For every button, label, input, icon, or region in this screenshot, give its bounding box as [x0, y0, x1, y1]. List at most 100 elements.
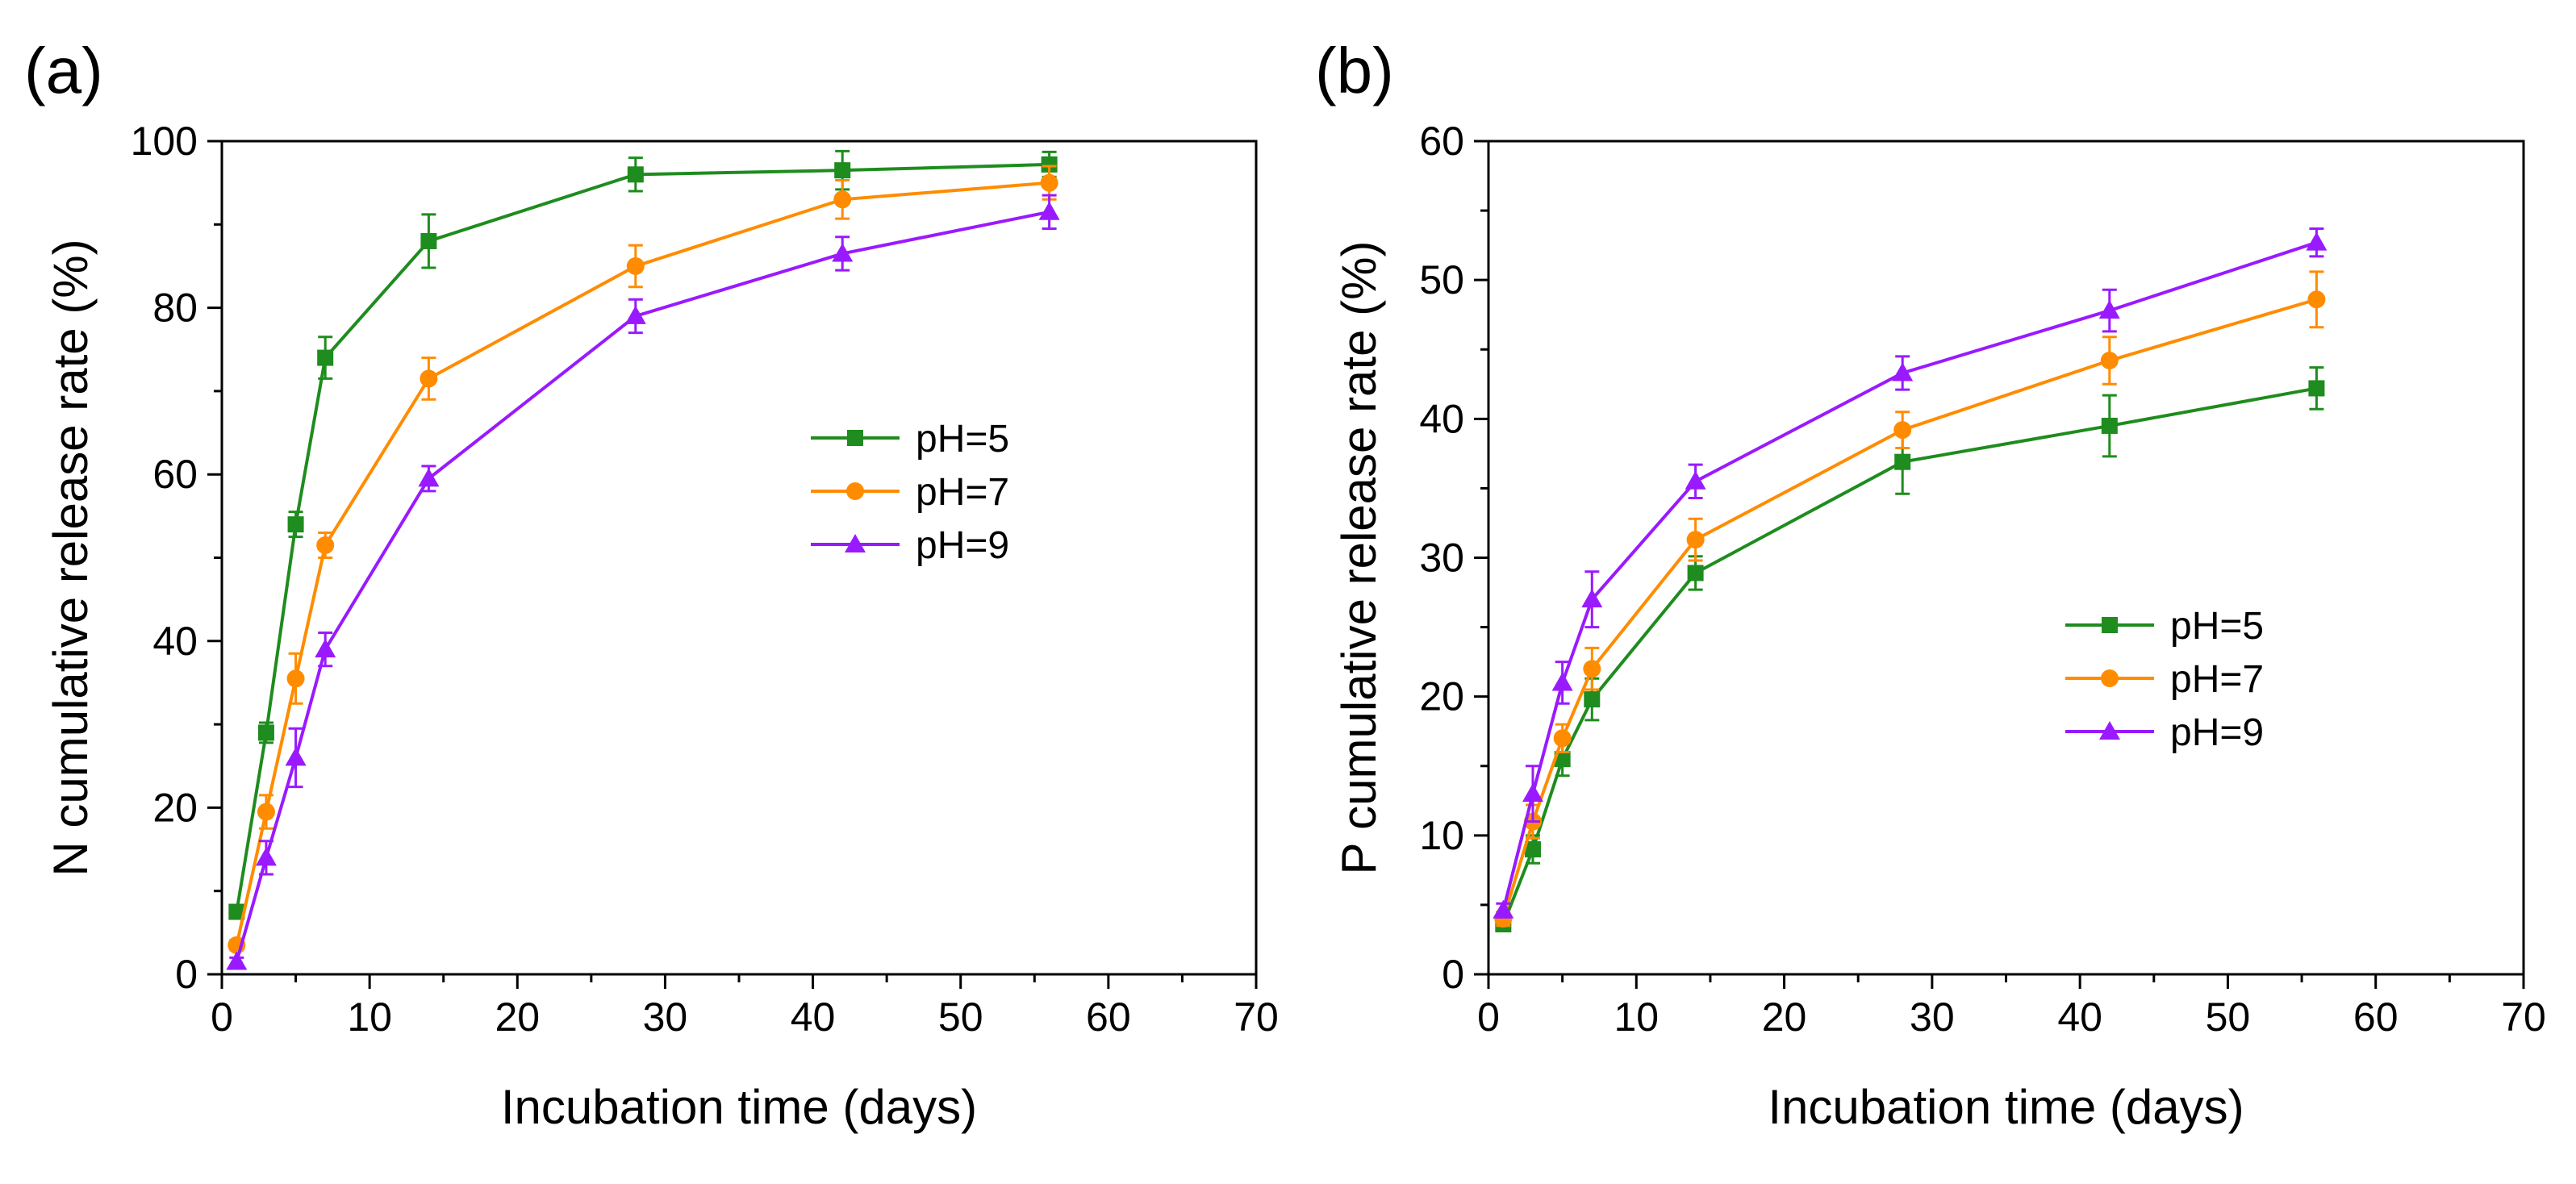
legend-label: pH=5 [2170, 605, 2264, 648]
data-point [257, 803, 275, 821]
data-point [1551, 672, 1573, 691]
y-axis-title: N cumulative release rate (%) [44, 239, 98, 876]
x-tick-label: 0 [211, 994, 233, 1040]
data-point [1553, 729, 1572, 748]
y-tick-label: 40 [1419, 396, 1464, 441]
data-point [833, 190, 852, 209]
legend-marker [846, 482, 864, 500]
x-tick-label: 10 [347, 994, 392, 1040]
legend-marker [845, 534, 866, 552]
data-point [1581, 589, 1603, 608]
legend: pH=5 pH=7 pH=9 [811, 418, 1009, 567]
data-point [315, 639, 336, 658]
data-point [255, 847, 277, 866]
x-tick-label: 0 [1477, 994, 1500, 1040]
x-tick-label: 30 [643, 994, 688, 1040]
x-tick-label: 50 [938, 994, 983, 1040]
data-point [1892, 362, 1914, 381]
data-point [1524, 841, 1541, 858]
x-tick-label: 20 [495, 994, 540, 1040]
data-point [228, 903, 245, 920]
data-point [1584, 691, 1601, 708]
data-point [316, 536, 335, 555]
data-point [2308, 380, 2325, 397]
data-point [420, 369, 438, 388]
y-tick-label: 10 [1419, 813, 1464, 858]
data-point [1583, 660, 1601, 678]
series-line [235, 162, 1050, 912]
data-point [2307, 290, 2326, 309]
data-point [2098, 300, 2120, 319]
data-point [418, 468, 440, 487]
data-point [1687, 565, 1704, 582]
y-tick-label: 20 [152, 785, 198, 830]
y-tick-label: 60 [1419, 119, 1464, 164]
data-point [1041, 156, 1058, 173]
y-tick-label: 80 [152, 286, 198, 331]
x-tick-label: 50 [2206, 994, 2251, 1040]
legend-label: pH=5 [916, 418, 1009, 461]
data-point [257, 724, 274, 741]
y-tick-label: 0 [175, 952, 198, 997]
data-point [1893, 421, 1912, 440]
data-point [1493, 899, 1514, 919]
data-point [2101, 417, 2118, 434]
legend-label: pH=7 [2170, 658, 2264, 701]
data-point [1522, 783, 1543, 803]
y-tick-label: 0 [1442, 952, 1464, 997]
x-tick-label: 60 [1086, 994, 1131, 1040]
series-line [235, 181, 1050, 946]
series-pH=5 [1495, 366, 2325, 933]
legend-marker [2099, 721, 2120, 740]
data-point [832, 243, 854, 262]
data-point [287, 516, 304, 533]
series-pH=9 [1493, 227, 2328, 919]
panel-label: (b) [1315, 35, 1394, 106]
series-pH=7 [228, 165, 1058, 954]
legend-marker [847, 430, 863, 446]
data-point [1686, 531, 1705, 549]
x-tick-label: 70 [2501, 994, 2546, 1040]
plot-frame [1487, 140, 2525, 976]
data-point [1685, 470, 1706, 490]
data-point [624, 305, 646, 324]
data-point [2306, 231, 2328, 251]
y-tick-label: 60 [152, 452, 198, 497]
legend-label: pH=9 [2170, 711, 2264, 754]
x-tick-label: 10 [1614, 994, 1659, 1040]
x-tick-label: 40 [791, 994, 836, 1040]
legend-marker [2102, 617, 2118, 633]
legend-marker [2101, 669, 2119, 687]
x-tick-label: 30 [1910, 994, 1955, 1040]
panel-b: (b) 0 10 20 30 40 50 60 70 0 10 20 30 40 50 60 Incubatio… [1315, 35, 2546, 1134]
series-pH=9 [226, 194, 1060, 970]
data-point [2100, 352, 2119, 370]
data-point [834, 162, 851, 179]
legend-label: pH=7 [916, 471, 1009, 514]
data-point [1894, 453, 1911, 470]
series-line [235, 210, 1050, 963]
x-tick-label: 40 [2057, 994, 2102, 1040]
data-point [285, 747, 307, 766]
data-point [1038, 201, 1060, 220]
x-axis-title: Incubation time (days) [1768, 1080, 2244, 1134]
series-line [1501, 298, 2317, 919]
y-axis-title: P cumulative release rate (%) [1332, 241, 1386, 875]
data-point [1554, 751, 1571, 768]
legend-label: pH=9 [916, 524, 1009, 567]
x-tick-label: 70 [1234, 994, 1279, 1040]
y-tick-label: 100 [131, 119, 198, 164]
x-tick-label: 60 [2353, 994, 2399, 1040]
y-tick-label: 30 [1419, 536, 1464, 581]
y-tick-label: 20 [1419, 674, 1464, 719]
data-point [317, 349, 334, 366]
data-point [626, 256, 645, 275]
series-line [1501, 240, 2318, 911]
y-tick-label: 50 [1419, 257, 1464, 302]
panel-label: (a) [24, 35, 103, 106]
x-tick-label: 20 [1762, 994, 1807, 1040]
plot-frame [220, 140, 1258, 976]
data-point [627, 166, 644, 183]
y-tick-label: 40 [152, 619, 198, 664]
